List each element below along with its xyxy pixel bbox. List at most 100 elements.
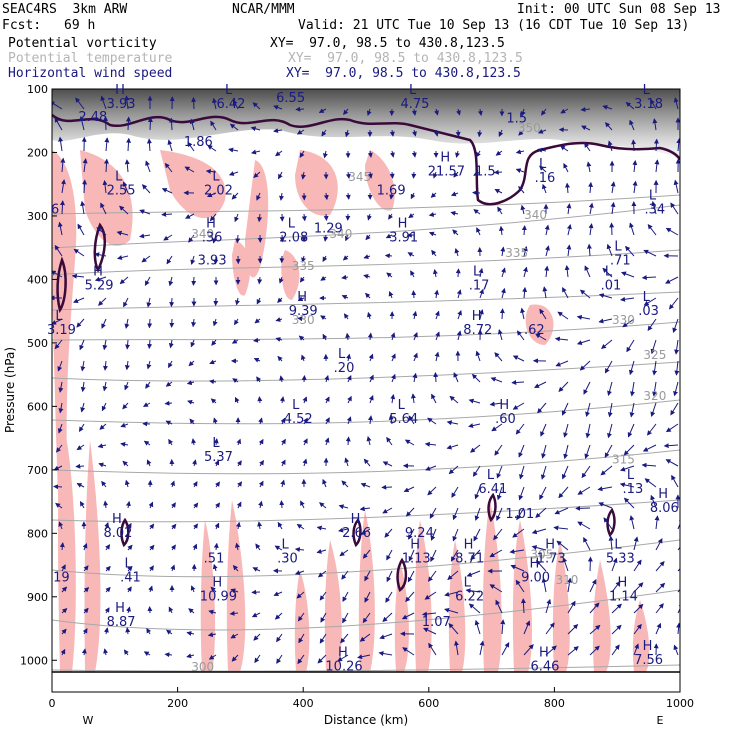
- wind-vector: [232, 564, 239, 572]
- wind-vector: [257, 213, 263, 223]
- wind-vector: [477, 129, 483, 138]
- extremum-value: 5.64: [389, 412, 418, 427]
- wind-vector: [52, 270, 63, 278]
- wind-vector: [259, 460, 264, 467]
- wind-vector: [611, 603, 622, 614]
- wind-vector: [586, 243, 592, 257]
- wind-vector: [598, 502, 613, 509]
- wind-vector: [280, 459, 286, 467]
- wind-vector: [455, 268, 461, 278]
- wind-vector: [622, 318, 635, 328]
- wind-vector: [148, 501, 154, 509]
- wind-vector: [673, 381, 679, 397]
- wind-vector: [633, 623, 642, 635]
- wind-vector: [668, 297, 679, 310]
- theta-contour-label: 335: [292, 259, 315, 273]
- wind-vector: [81, 648, 87, 656]
- y-axis-label: Pressure (hPa): [3, 347, 17, 433]
- extremum-marker: L: [487, 468, 495, 483]
- wind-vector: [301, 374, 307, 383]
- wind-vector: [673, 97, 679, 110]
- wind-vector: [189, 418, 195, 425]
- theta-contour-label: 320: [643, 389, 666, 403]
- wind-vector: [564, 182, 570, 194]
- wind-vector: [339, 549, 349, 557]
- wind-vector: [408, 213, 415, 219]
- wind-vector: [651, 381, 657, 397]
- wind-vector: [583, 536, 591, 551]
- wind-vector: [561, 402, 569, 416]
- wind-vector: [652, 118, 658, 131]
- extremum-marker: H: [93, 265, 103, 280]
- wind-vector: [489, 549, 503, 558]
- wind-vector: [277, 521, 283, 530]
- wind-vector: [403, 486, 415, 492]
- wind-vector: [472, 465, 481, 477]
- wind-vector: [52, 318, 63, 325]
- wind-vector: [296, 129, 305, 135]
- wind-vector: [365, 292, 371, 299]
- wind-vector: [535, 333, 547, 341]
- wind-vector: [279, 234, 285, 243]
- extremum-marker: H: [472, 309, 482, 324]
- wind-vector: [633, 559, 642, 572]
- wind-vector: [386, 436, 393, 446]
- wind-vector: [298, 633, 305, 644]
- wind-vector: [317, 570, 327, 578]
- wind-vector: [602, 105, 613, 110]
- wind-vector: [275, 150, 283, 157]
- wind-vector: [408, 549, 415, 562]
- wind-vector: [126, 606, 131, 614]
- wind-vector: [632, 159, 638, 173]
- wind-vector: [620, 465, 635, 472]
- wind-vector: [563, 163, 569, 173]
- y-tick-label: 300: [27, 210, 48, 223]
- wind-vector: [677, 602, 680, 614]
- wind-vector: [188, 360, 195, 367]
- y-tick-label: 800: [27, 527, 48, 540]
- wind-vector: [165, 420, 173, 426]
- wind-vector: [545, 598, 552, 614]
- wind-vector: [345, 192, 351, 200]
- wind-vector: [452, 528, 459, 542]
- wind-vector: [126, 522, 132, 530]
- wind-vector: [428, 570, 437, 582]
- wind-vector: [77, 223, 85, 236]
- wind-vector: [413, 352, 418, 362]
- wind-vector: [450, 191, 459, 197]
- theta-contour-label: 335: [505, 246, 528, 260]
- wind-vector: [102, 179, 108, 194]
- wind-vector: [651, 200, 657, 215]
- wind-vector: [456, 108, 461, 116]
- wind-vector: [120, 422, 129, 428]
- wind-vector: [566, 244, 572, 257]
- wind-vector: [139, 209, 151, 215]
- wind-vector: [382, 507, 393, 514]
- wind-vector: [567, 624, 579, 635]
- wind-vector: [146, 459, 152, 467]
- wind-vector: [625, 101, 635, 110]
- wind-vector: [655, 603, 664, 614]
- wind-vector: [125, 339, 131, 350]
- wind-vector: [279, 396, 285, 404]
- extremum-value: 6.42: [217, 97, 246, 112]
- wind-vector: [58, 136, 64, 152]
- wind-vector: [343, 108, 349, 116]
- wind-vector: [324, 437, 330, 446]
- wind-vector: [193, 502, 199, 509]
- wind-vector: [279, 375, 285, 383]
- wind-vector: [478, 267, 484, 278]
- wind-vector: [652, 360, 658, 376]
- wind-vector: [363, 458, 371, 467]
- extremum-value: .13: [623, 482, 644, 497]
- wind-vector: [342, 612, 349, 624]
- wind-vector: [258, 438, 264, 446]
- wind-vector: [531, 545, 547, 551]
- wind-vector: [164, 652, 173, 658]
- y-tick-label: 600: [27, 400, 48, 413]
- theta-contour-label: 345: [348, 170, 371, 184]
- wind-vector: [385, 591, 393, 603]
- extremum-value: .51: [204, 552, 225, 567]
- wind-vector: [105, 565, 111, 572]
- wind-vector: [322, 255, 328, 263]
